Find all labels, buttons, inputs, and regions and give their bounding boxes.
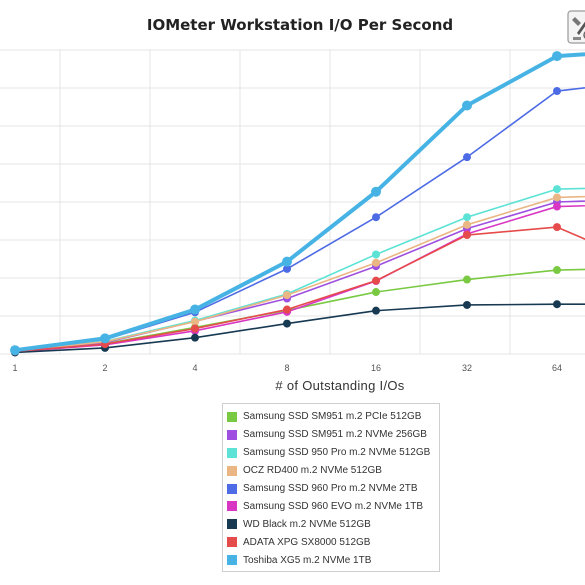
legend-label: Samsung SSD 950 Pro m.2 NVMe 512GB	[243, 447, 431, 459]
legend-label: Samsung SSD SM951 m.2 PCIe 512GB	[243, 411, 422, 423]
data-point	[553, 202, 561, 211]
x-axis-label: # of Outstanding I/Os	[275, 378, 405, 393]
legend-label: OCZ RD400 m.2 NVMe 512GB	[243, 465, 382, 477]
data-point	[283, 319, 291, 328]
legend-swatch	[227, 537, 237, 548]
legend: Samsung SSD SM951 m.2 PCIe 512GB Samsung …	[222, 403, 440, 573]
data-point	[553, 87, 561, 96]
series-line	[14, 204, 585, 353]
data-point	[283, 305, 291, 314]
x-tick-label: 32	[462, 363, 472, 373]
series-line	[14, 200, 585, 353]
legend-swatch	[227, 447, 237, 458]
legend-label: Samsung SSD 960 EVO m.2 NVMe 1TB	[243, 500, 424, 512]
legend-swatch	[227, 519, 237, 530]
legend-swatch	[227, 465, 237, 476]
legend-item: WD Black m.2 NVMe 512GB	[227, 515, 439, 533]
data-point	[372, 288, 380, 297]
x-axis-ticks: 1 2 4 8 16 32 64	[12, 363, 562, 373]
series-2	[11, 185, 585, 355]
x-tick-label: 4	[192, 363, 197, 373]
data-point	[553, 223, 561, 232]
series-line	[14, 303, 585, 354]
data-point	[463, 231, 471, 240]
legend-label: ADATA XPG SX8000 512GB	[243, 536, 371, 548]
series-3	[11, 193, 585, 355]
x-tick-label: 64	[552, 363, 562, 373]
legend-item: ADATA XPG SX8000 512GB	[227, 533, 439, 551]
series-line	[14, 195, 585, 352]
x-tick-label: 16	[371, 363, 381, 373]
legend-label: WD Black m.2 NVMe 512GB	[243, 518, 371, 530]
legend-swatch	[227, 501, 237, 512]
series-1	[11, 198, 585, 356]
data-point	[372, 258, 380, 267]
data-point	[552, 51, 562, 62]
legend-swatch	[227, 411, 237, 422]
x-tick-label: 2	[102, 363, 107, 373]
data-point	[463, 153, 471, 162]
data-point	[190, 304, 200, 315]
series-line	[14, 52, 585, 353]
data-point	[462, 100, 472, 111]
legend-item: OCZ RD400 m.2 NVMe 512GB	[227, 462, 439, 480]
data-point	[283, 264, 291, 273]
legend-swatch	[227, 483, 237, 494]
legend-item: Samsung SSD 950 Pro m.2 NVMe 512GB	[227, 444, 439, 462]
data-point	[463, 220, 471, 229]
data-point	[553, 185, 561, 194]
series-8	[10, 51, 585, 356]
data-point	[10, 345, 20, 356]
data-point	[100, 333, 110, 344]
data-point	[283, 291, 291, 300]
data-point	[372, 306, 380, 315]
legend-item: Samsung SSD 960 Pro m.2 NVMe 2TB	[227, 480, 439, 498]
series-layer	[10, 51, 585, 357]
legend-label: Samsung SSD 960 Pro m.2 NVMe 2TB	[243, 483, 418, 494]
data-point	[463, 213, 471, 222]
legend-item: Samsung SSD 960 EVO m.2 NVMe 1TB	[227, 497, 439, 515]
site-logo-icon	[567, 10, 585, 44]
legend-item: Samsung SSD SM951 m.2 PCIe 512GB	[227, 408, 439, 426]
data-point	[191, 333, 199, 342]
series-line	[14, 187, 585, 352]
data-point	[463, 275, 471, 284]
chart-title: IOMeter Workstation I/O Per Second	[146, 16, 454, 34]
x-tick-label: 8	[284, 363, 289, 373]
data-point	[372, 213, 380, 222]
x-tick-label: 1	[12, 363, 17, 373]
legend-swatch	[227, 555, 237, 566]
data-point	[372, 250, 380, 259]
legend-item: Toshiba XG5 m.2 NVMe 1TB	[227, 551, 439, 569]
legend-swatch	[227, 429, 237, 440]
data-point	[282, 256, 292, 267]
legend-label: Toshiba XG5 m.2 NVMe 1TB	[243, 554, 372, 566]
series-line	[14, 226, 585, 353]
legend-item: Samsung SSD SM951 m.2 NVMe 256GB	[227, 426, 439, 444]
data-point	[371, 186, 381, 197]
data-point	[553, 266, 561, 275]
data-point	[553, 300, 561, 309]
data-point	[372, 276, 380, 285]
data-point	[191, 317, 199, 326]
data-point	[553, 193, 561, 202]
data-point	[463, 300, 471, 309]
data-point	[191, 324, 199, 333]
legend-label: Samsung SSD SM951 m.2 NVMe 256GB	[243, 429, 427, 441]
plot-area: 1 2 4 8 16 32 64	[0, 49, 585, 373]
